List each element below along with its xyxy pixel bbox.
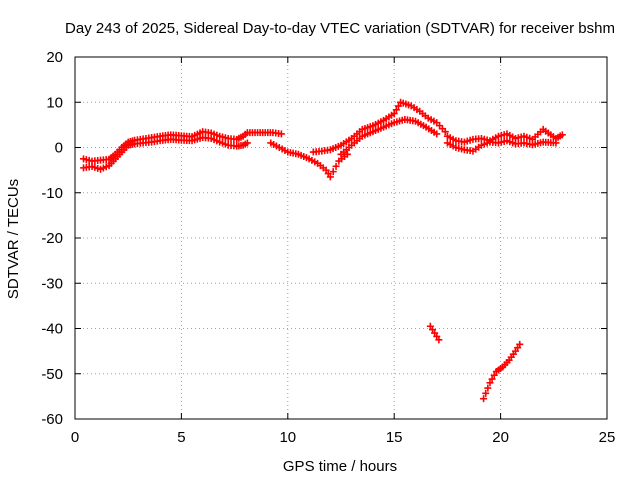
x-tick-label: 20 xyxy=(492,429,509,446)
data-point xyxy=(392,106,400,114)
data-point xyxy=(343,150,351,158)
data-point xyxy=(326,173,334,181)
y-tick-label: -10 xyxy=(41,185,63,202)
data-point xyxy=(480,395,488,403)
data-point xyxy=(329,168,337,176)
y-tick-label: 10 xyxy=(46,94,63,111)
y-tick-label: -60 xyxy=(41,411,63,428)
data-point xyxy=(488,375,496,383)
series-main-lower xyxy=(80,134,251,173)
y-tick-label: 0 xyxy=(55,140,63,157)
y-tick-label: -40 xyxy=(41,321,63,338)
x-tick-label: 0 xyxy=(71,429,79,446)
data-point xyxy=(441,128,449,136)
y-tick-label: 20 xyxy=(46,49,63,66)
y-tick-label: -50 xyxy=(41,366,63,383)
data-point xyxy=(394,102,402,110)
data-point xyxy=(484,384,492,392)
data-point xyxy=(332,162,340,170)
x-tick-label: 15 xyxy=(386,429,403,446)
series-evening-upper xyxy=(443,125,566,146)
x-tick-label: 25 xyxy=(599,429,616,446)
data-point xyxy=(552,139,560,147)
x-tick-label: 5 xyxy=(177,429,185,446)
series-rise-segment xyxy=(309,98,449,156)
chart-title: Day 243 of 2025, Sidereal Day-to-day VTE… xyxy=(65,20,615,37)
y-axis-label: SDTVAR / TECUs xyxy=(5,179,22,299)
data-point xyxy=(390,110,398,118)
data-point xyxy=(435,336,443,344)
data-point xyxy=(433,130,441,138)
data-point xyxy=(490,371,498,379)
data-point xyxy=(482,389,490,397)
series-main-upper xyxy=(80,128,285,165)
grid-lines xyxy=(75,57,607,419)
data-point xyxy=(516,340,524,348)
y-tick-label: -30 xyxy=(41,275,63,292)
data-point xyxy=(277,130,285,138)
x-axis-label: GPS time / hours xyxy=(283,458,397,475)
data-series xyxy=(80,98,566,403)
axis-ticks: 0 5 10 15 20 25 -60 -50 -40 -30 -20 -10 0 10 20 xyxy=(41,49,615,446)
series-rise-lower xyxy=(337,115,441,158)
data-point xyxy=(558,131,566,139)
x-tick-label: 10 xyxy=(279,429,296,446)
series-outlier-short xyxy=(426,322,443,344)
y-tick-label: -20 xyxy=(41,230,63,247)
series-evening-lower xyxy=(443,137,560,155)
data-point xyxy=(243,139,251,147)
data-point xyxy=(486,379,494,387)
series-outlier-long xyxy=(480,340,524,403)
series-dip-segment xyxy=(267,139,351,181)
